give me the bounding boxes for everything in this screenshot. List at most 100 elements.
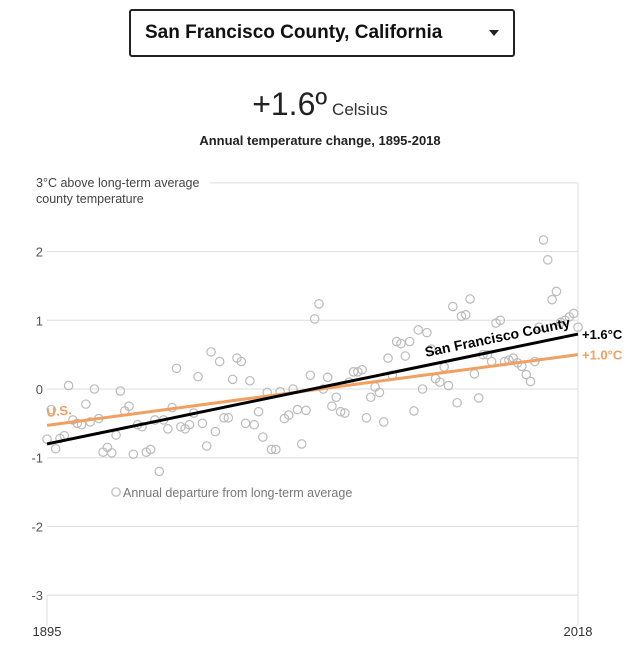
- data-point: [383, 353, 393, 363]
- data-point: [314, 299, 324, 309]
- data-point: [573, 322, 583, 332]
- us-trend-label: U.S.: [46, 402, 73, 420]
- data-point: [448, 301, 458, 312]
- data-point: [106, 448, 117, 458]
- data-point: [521, 369, 531, 380]
- data-point: [551, 286, 562, 297]
- y-tick-label: -1: [31, 451, 43, 466]
- data-point: [197, 418, 208, 429]
- data-point: [206, 347, 216, 357]
- data-point: [236, 356, 247, 367]
- data-point: [85, 417, 95, 427]
- data-point: [422, 327, 432, 338]
- data-point: [400, 351, 411, 361]
- chart-subtitle: Annual temperature change, 1895-2018: [199, 133, 441, 148]
- data-point: [404, 336, 415, 347]
- us-trend-end-label: +1.0°C: [582, 348, 623, 363]
- y-tick-label: 2: [36, 245, 43, 260]
- data-point: [452, 397, 462, 408]
- data-point: [370, 382, 380, 392]
- data-point: [214, 356, 225, 367]
- data-point: [227, 374, 238, 385]
- data-point: [128, 449, 139, 460]
- data-point: [417, 384, 428, 394]
- data-point: [365, 392, 376, 403]
- data-point: [547, 294, 557, 305]
- data-point: [469, 369, 480, 379]
- data-point: [193, 371, 203, 382]
- data-point: [283, 410, 294, 420]
- data-point: [555, 317, 566, 328]
- y-axis-label: 3°C above long-term average: [36, 176, 199, 190]
- legend-label: Annual departure from long-term average: [123, 486, 352, 500]
- data-point: [327, 401, 337, 411]
- data-point: [46, 404, 57, 415]
- county-selector[interactable]: San Francisco County, California: [129, 9, 515, 57]
- data-point: [137, 421, 147, 432]
- data-point: [258, 432, 268, 442]
- data-point: [89, 384, 100, 394]
- y-tick-label: -3: [31, 588, 43, 603]
- data-point: [331, 392, 342, 403]
- data-point: [240, 418, 251, 429]
- data-point: [495, 315, 506, 326]
- data-point: [357, 364, 367, 375]
- data-point: [145, 444, 156, 455]
- data-point: [154, 466, 165, 477]
- data-point: [542, 255, 553, 265]
- data-point: [322, 372, 333, 383]
- data-point: [296, 439, 307, 449]
- legend-marker: [111, 487, 121, 497]
- data-point: [426, 344, 437, 354]
- data-point: [163, 424, 173, 434]
- data-point: [81, 399, 91, 409]
- data-point: [63, 380, 74, 391]
- data-point: [176, 421, 186, 432]
- x-tick-label: 2018: [564, 624, 593, 639]
- county-trend-label: San Francisco County: [423, 314, 571, 360]
- data-point: [115, 386, 126, 396]
- data-point: [335, 406, 346, 417]
- data-point: [201, 441, 212, 451]
- data-point: [301, 405, 311, 416]
- x-tick-label: 1895: [33, 624, 62, 639]
- data-point: [111, 430, 121, 440]
- county-trend-line: [46, 332, 579, 446]
- data-point: [473, 393, 484, 403]
- y-axis-label: county temperature: [36, 192, 144, 206]
- data-point: [534, 322, 544, 332]
- data-point: [219, 413, 229, 423]
- county-selector-value: San Francisco County, California: [145, 22, 443, 43]
- data-point: [340, 408, 350, 418]
- data-point: [245, 375, 255, 386]
- data-point: [249, 419, 260, 430]
- data-point: [253, 406, 264, 417]
- data-point: [378, 417, 389, 427]
- data-point: [456, 311, 467, 321]
- chevron-down-icon: [489, 30, 499, 36]
- data-point: [361, 413, 372, 423]
- data-point: [409, 406, 419, 416]
- data-point: [465, 294, 475, 304]
- data-point: [413, 325, 424, 335]
- headline-value: +1.6º Celsius: [0, 86, 640, 123]
- temperature-change-value: +1.6º: [252, 86, 328, 122]
- data-point: [391, 336, 402, 347]
- data-point: [50, 443, 61, 454]
- data-point: [171, 363, 182, 374]
- data-point: [223, 413, 234, 423]
- data-point: [538, 235, 549, 245]
- y-tick-label: 0: [36, 382, 43, 397]
- data-point: [353, 367, 363, 377]
- data-point: [396, 338, 406, 349]
- y-tick-label: -2: [31, 519, 43, 534]
- data-point: [124, 401, 134, 411]
- data-point: [460, 310, 471, 320]
- data-point: [568, 308, 579, 319]
- temperature-unit: Celsius: [332, 100, 388, 119]
- data-point: [348, 367, 359, 377]
- data-point: [435, 377, 445, 387]
- data-point: [443, 380, 454, 391]
- data-point: [266, 444, 277, 455]
